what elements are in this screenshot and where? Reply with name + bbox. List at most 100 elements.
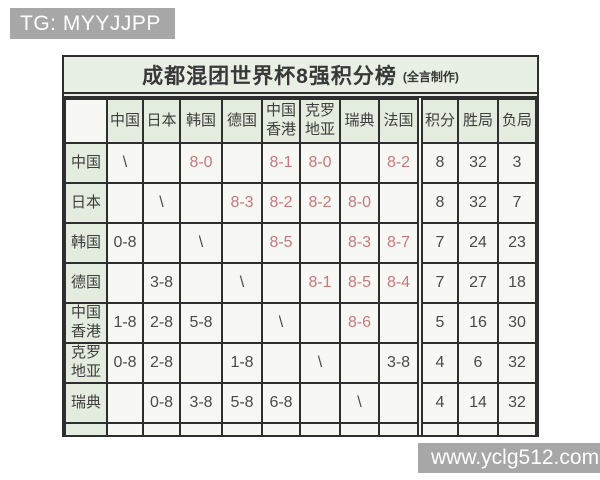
score-cell: 2-8: [142, 342, 181, 384]
stat-cell: 30: [497, 302, 537, 344]
site-watermark: www.yclg512.com: [418, 443, 600, 473]
team-cell: 日本: [64, 182, 108, 224]
score-cell: 8-0: [299, 142, 341, 184]
score-cell: [339, 422, 380, 435]
table-title-text: 成都混团世界杯8强积分榜: [142, 64, 397, 88]
score-cell: [261, 342, 301, 384]
score-cell: [378, 422, 421, 435]
stat-cell: 18: [497, 262, 537, 304]
stat-cell: 8: [417, 142, 459, 184]
column-header-7: 瑞典: [339, 98, 380, 144]
score-cell: [221, 302, 263, 344]
score-cell: 3-8: [179, 382, 223, 424]
score-cell: \: [261, 302, 301, 344]
table-row: 瑞典 0-8 3-8 5-8 6-8 \ 4 14 32: [64, 382, 537, 424]
score-cell: [221, 142, 263, 184]
score-cell: [179, 262, 223, 304]
stat-cell: 4: [417, 382, 459, 424]
score-cell: 1-8: [221, 342, 263, 384]
score-cell: [261, 262, 301, 304]
stat-cell: 27: [457, 262, 499, 304]
score-cell: [261, 422, 301, 435]
score-cell: 2-8: [142, 302, 181, 344]
table-row: 克罗地亚 0-8 2-8 1-8 \ 3-8 4 6 32: [64, 342, 537, 384]
column-header-11: 负局: [497, 98, 537, 144]
standings-card: 成都混团世界杯8强积分榜 (全言制作) 中国 日本 韩国 德国 中国香港 克罗地亚 瑞典 法国…: [62, 55, 539, 437]
score-cell: [142, 142, 181, 184]
score-cell: 8-5: [261, 222, 301, 264]
column-header-1: 中国: [106, 98, 144, 144]
tg-badge: TG: MYYJJPP: [10, 8, 175, 39]
score-cell: \: [179, 222, 223, 264]
team-cell: 韩国: [64, 222, 108, 264]
score-cell: 3-8: [142, 262, 181, 304]
table-row: 中国香港 1-8 2-8 5-8 \ 8-6 5 16 30: [64, 302, 537, 344]
score-cell: [378, 382, 421, 424]
column-header-5: 中国香港: [261, 98, 301, 144]
column-header-4: 德国: [221, 98, 263, 144]
score-cell: [299, 302, 341, 344]
stat-cell: 24: [457, 222, 499, 264]
team-cell: 中国香港: [64, 302, 108, 344]
score-cell: 8-0: [179, 142, 223, 184]
header-row: 中国 日本 韩国 德国 中国香港 克罗地亚 瑞典 法国 积分 胜局 负局: [64, 98, 537, 144]
score-cell: 8-3: [221, 182, 263, 224]
team-cell: 瑞典: [64, 382, 108, 424]
score-cell: [106, 382, 144, 424]
score-cell: [339, 342, 380, 384]
stat-cell: 4: [417, 342, 459, 384]
score-cell: 8-7: [378, 222, 421, 264]
stat-cell: 6: [457, 342, 499, 384]
stat-cell: [457, 422, 499, 435]
score-cell: 8-5: [339, 262, 380, 304]
table-row: 德国 3-8 \ 8-1 8-5 8-4 7 27 18: [64, 262, 537, 304]
column-header-6: 克罗地亚: [299, 98, 341, 144]
stat-cell: 3: [497, 142, 537, 184]
score-cell: [179, 342, 223, 384]
score-cell: [179, 182, 223, 224]
team-cell: [64, 422, 108, 435]
score-cell: 8-3: [339, 222, 380, 264]
stat-cell: 7: [497, 182, 537, 224]
stat-cell: 23: [497, 222, 537, 264]
score-cell: 8-1: [261, 142, 301, 184]
column-header-8: 法国: [378, 98, 421, 144]
column-header-9: 积分: [417, 98, 459, 144]
score-cell: 8-2: [378, 142, 421, 184]
score-cell: [106, 182, 144, 224]
stat-cell: 32: [497, 342, 537, 384]
score-cell: [221, 422, 263, 435]
score-cell: 6-8: [261, 382, 301, 424]
score-cell: \: [299, 342, 341, 384]
score-cell: [179, 422, 223, 435]
score-cell: 3-8: [378, 342, 421, 384]
team-cell: 德国: [64, 262, 108, 304]
team-cell: 克罗地亚: [64, 342, 108, 384]
score-cell: 0-8: [142, 382, 181, 424]
corner-cell: [64, 98, 108, 144]
score-cell: 8-4: [378, 262, 421, 304]
table-row: [64, 422, 537, 435]
column-header-3: 韩国: [179, 98, 223, 144]
table-row: 韩国 0-8 \ 8-5 8-3 8-7 7 24 23: [64, 222, 537, 264]
score-cell: 5-8: [179, 302, 223, 344]
standings-body: 中国 \ 8-0 8-1 8-0 8-2 8 32 3 日本 \ 8-3 8-2 8-2 8-0 8 32 7 韩国…: [64, 142, 537, 435]
score-cell: [299, 222, 341, 264]
score-cell: 5-8: [221, 382, 263, 424]
score-cell: 8-0: [339, 182, 380, 224]
stat-cell: 32: [497, 382, 537, 424]
score-cell: 8-1: [299, 262, 341, 304]
score-cell: \: [106, 142, 144, 184]
team-cell: 中国: [64, 142, 108, 184]
score-cell: [142, 222, 181, 264]
stat-cell: [417, 422, 459, 435]
score-cell: [221, 222, 263, 264]
table-title: 成都混团世界杯8强积分榜 (全言制作): [64, 57, 537, 98]
stat-cell: 8: [417, 182, 459, 224]
score-cell: 1-8: [106, 302, 144, 344]
score-cell: 0-8: [106, 222, 144, 264]
score-cell: 8-2: [261, 182, 301, 224]
stat-cell: 16: [457, 302, 499, 344]
stat-cell: 7: [417, 262, 459, 304]
stat-cell: 5: [417, 302, 459, 344]
